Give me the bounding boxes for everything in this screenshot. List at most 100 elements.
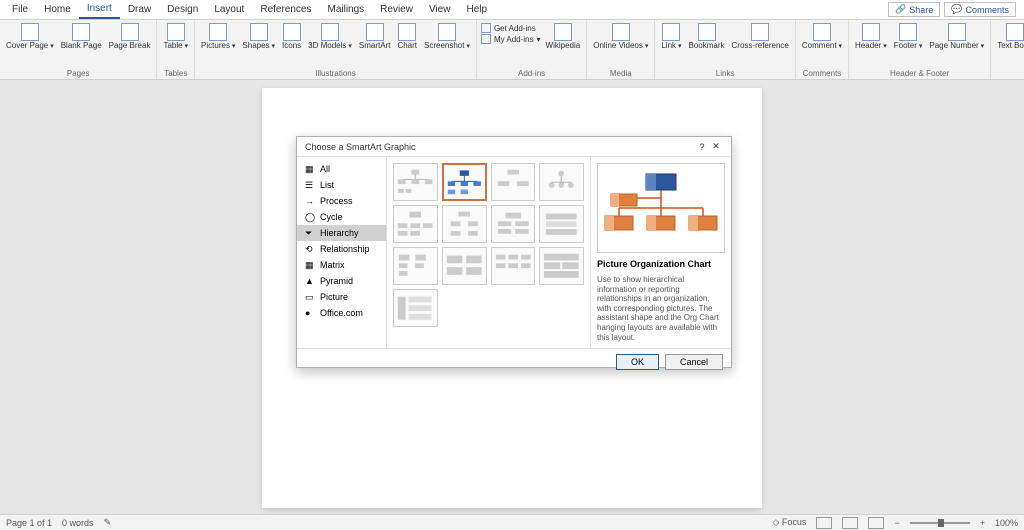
proofing-icon[interactable]: ✎ bbox=[104, 517, 112, 528]
group-label: Header & Footer bbox=[852, 68, 987, 79]
group-pages: Cover Page Blank Page Page Break Pages bbox=[0, 20, 157, 79]
group-addins: Get Add-ins My Add-ins ▾ Wikipedia Add-i… bbox=[477, 20, 587, 79]
online-videos-button[interactable]: Online Videos bbox=[590, 22, 651, 68]
tab-design[interactable]: Design bbox=[159, 1, 206, 18]
category-hierarchy[interactable]: ⏷Hierarchy bbox=[297, 225, 386, 241]
tab-insert[interactable]: Insert bbox=[79, 0, 120, 19]
footer-button[interactable]: Footer bbox=[891, 22, 926, 68]
3d-models-button[interactable]: 3D Models bbox=[305, 22, 355, 68]
group-label: Links bbox=[658, 68, 792, 79]
layout-thumb-selected[interactable] bbox=[442, 163, 487, 201]
category-list[interactable]: ☰List bbox=[297, 177, 386, 193]
text-box-button[interactable]: Text Box bbox=[994, 22, 1024, 68]
ribbon: Cover Page Blank Page Page Break Pages T… bbox=[0, 20, 1024, 80]
group-label: Comments bbox=[799, 68, 845, 79]
zoom-level[interactable]: 100% bbox=[995, 518, 1018, 528]
category-process[interactable]: →Process bbox=[297, 193, 386, 209]
status-page[interactable]: Page 1 of 1 bbox=[6, 518, 52, 528]
layout-thumb[interactable] bbox=[393, 205, 438, 243]
layout-thumb[interactable] bbox=[393, 247, 438, 285]
layout-thumb[interactable] bbox=[442, 205, 487, 243]
tab-bar: File Home Insert Draw Design Layout Refe… bbox=[0, 0, 1024, 20]
category-all[interactable]: ▦All bbox=[297, 161, 386, 177]
layout-thumb[interactable] bbox=[393, 163, 438, 201]
comments-icon: 💬 bbox=[951, 4, 962, 15]
layout-grid bbox=[387, 157, 591, 348]
group-label: Text bbox=[994, 68, 1024, 79]
category-cycle[interactable]: ◯Cycle bbox=[297, 209, 386, 225]
screenshot-button[interactable]: Screenshot bbox=[421, 22, 473, 68]
cancel-button[interactable]: Cancel bbox=[665, 354, 723, 370]
category-office[interactable]: ●Office.com bbox=[297, 305, 386, 321]
preview-pane: Picture Organization Chart Use to show h… bbox=[591, 157, 731, 348]
dialog-title: Choose a SmartArt Graphic bbox=[305, 142, 416, 152]
smartart-button[interactable]: SmartArt bbox=[356, 22, 394, 68]
page-break-button[interactable]: Page Break bbox=[106, 22, 154, 68]
smartart-dialog: Choose a SmartArt Graphic ? ✕ ▦All ☰List… bbox=[296, 136, 732, 368]
tab-help[interactable]: Help bbox=[458, 1, 495, 18]
layout-thumb[interactable] bbox=[393, 289, 438, 327]
view-print-button[interactable] bbox=[842, 517, 858, 529]
category-matrix[interactable]: ▦Matrix bbox=[297, 257, 386, 273]
blank-page-button[interactable]: Blank Page bbox=[58, 22, 105, 68]
layout-thumb[interactable] bbox=[491, 205, 536, 243]
pictures-button[interactable]: Pictures bbox=[198, 22, 238, 68]
matrix-icon: ▦ bbox=[305, 260, 315, 270]
layout-thumb[interactable] bbox=[491, 247, 536, 285]
zoom-slider[interactable] bbox=[910, 522, 970, 524]
layout-thumb[interactable] bbox=[539, 205, 584, 243]
hierarchy-icon: ⏷ bbox=[305, 228, 315, 238]
layout-thumb[interactable] bbox=[539, 247, 584, 285]
group-label: Add-ins bbox=[480, 68, 583, 79]
shapes-button[interactable]: Shapes bbox=[239, 22, 278, 68]
group-label: Tables bbox=[160, 68, 191, 79]
view-read-button[interactable] bbox=[816, 517, 832, 529]
ok-button[interactable]: OK bbox=[616, 354, 659, 370]
dialog-close-button[interactable]: ✕ bbox=[709, 141, 723, 152]
dialog-help-button[interactable]: ? bbox=[695, 142, 709, 152]
category-picture[interactable]: ▭Picture bbox=[297, 289, 386, 305]
group-label: Illustrations bbox=[198, 68, 473, 79]
table-button[interactable]: Table bbox=[160, 22, 191, 68]
share-button[interactable]: 🔗Share bbox=[888, 2, 940, 17]
tab-review[interactable]: Review bbox=[372, 1, 421, 18]
list-icon: ☰ bbox=[305, 180, 315, 190]
cycle-icon: ◯ bbox=[305, 212, 315, 222]
tab-view[interactable]: View bbox=[421, 1, 459, 18]
layout-thumb[interactable] bbox=[442, 247, 487, 285]
tab-home[interactable]: Home bbox=[36, 1, 79, 18]
bookmark-button[interactable]: Bookmark bbox=[686, 22, 728, 68]
icons-button[interactable]: Icons bbox=[279, 22, 304, 68]
status-bar: Page 1 of 1 0 words ✎ ◇ Focus − + 100% bbox=[0, 514, 1024, 530]
group-links: Link Bookmark Cross-reference Links bbox=[655, 20, 796, 79]
page-number-button[interactable]: Page Number bbox=[926, 22, 987, 68]
category-pyramid[interactable]: ▲Pyramid bbox=[297, 273, 386, 289]
link-button[interactable]: Link bbox=[658, 22, 684, 68]
zoom-out-button[interactable]: − bbox=[894, 518, 899, 528]
group-text: Text Box Quick Parts WordArt Drop Cap Si… bbox=[991, 20, 1024, 79]
layout-thumb[interactable] bbox=[539, 163, 584, 201]
tab-references[interactable]: References bbox=[252, 1, 319, 18]
get-addins-button[interactable]: Get Add-ins bbox=[481, 23, 541, 33]
focus-button[interactable]: ◇ Focus bbox=[773, 517, 807, 528]
category-relationship[interactable]: ⟲Relationship bbox=[297, 241, 386, 257]
preview-description: Use to show hierarchical information or … bbox=[597, 275, 725, 342]
wikipedia-button[interactable]: Wikipedia bbox=[543, 22, 584, 68]
view-web-button[interactable] bbox=[868, 517, 884, 529]
cross-reference-button[interactable]: Cross-reference bbox=[729, 22, 792, 68]
comments-button[interactable]: 💬Comments bbox=[944, 2, 1016, 17]
pyramid-icon: ▲ bbox=[305, 276, 315, 286]
chart-button[interactable]: Chart bbox=[394, 22, 420, 68]
tab-file[interactable]: File bbox=[4, 1, 36, 18]
comment-button[interactable]: Comment bbox=[799, 22, 845, 68]
tab-layout[interactable]: Layout bbox=[206, 1, 252, 18]
layout-thumb[interactable] bbox=[491, 163, 536, 201]
all-icon: ▦ bbox=[305, 164, 315, 174]
my-addins-button[interactable]: My Add-ins ▾ bbox=[481, 34, 541, 44]
zoom-in-button[interactable]: + bbox=[980, 518, 985, 528]
tab-draw[interactable]: Draw bbox=[120, 1, 159, 18]
tab-mailings[interactable]: Mailings bbox=[319, 1, 372, 18]
header-button[interactable]: Header bbox=[852, 22, 890, 68]
cover-page-button[interactable]: Cover Page bbox=[3, 22, 57, 68]
status-words[interactable]: 0 words bbox=[62, 518, 94, 528]
